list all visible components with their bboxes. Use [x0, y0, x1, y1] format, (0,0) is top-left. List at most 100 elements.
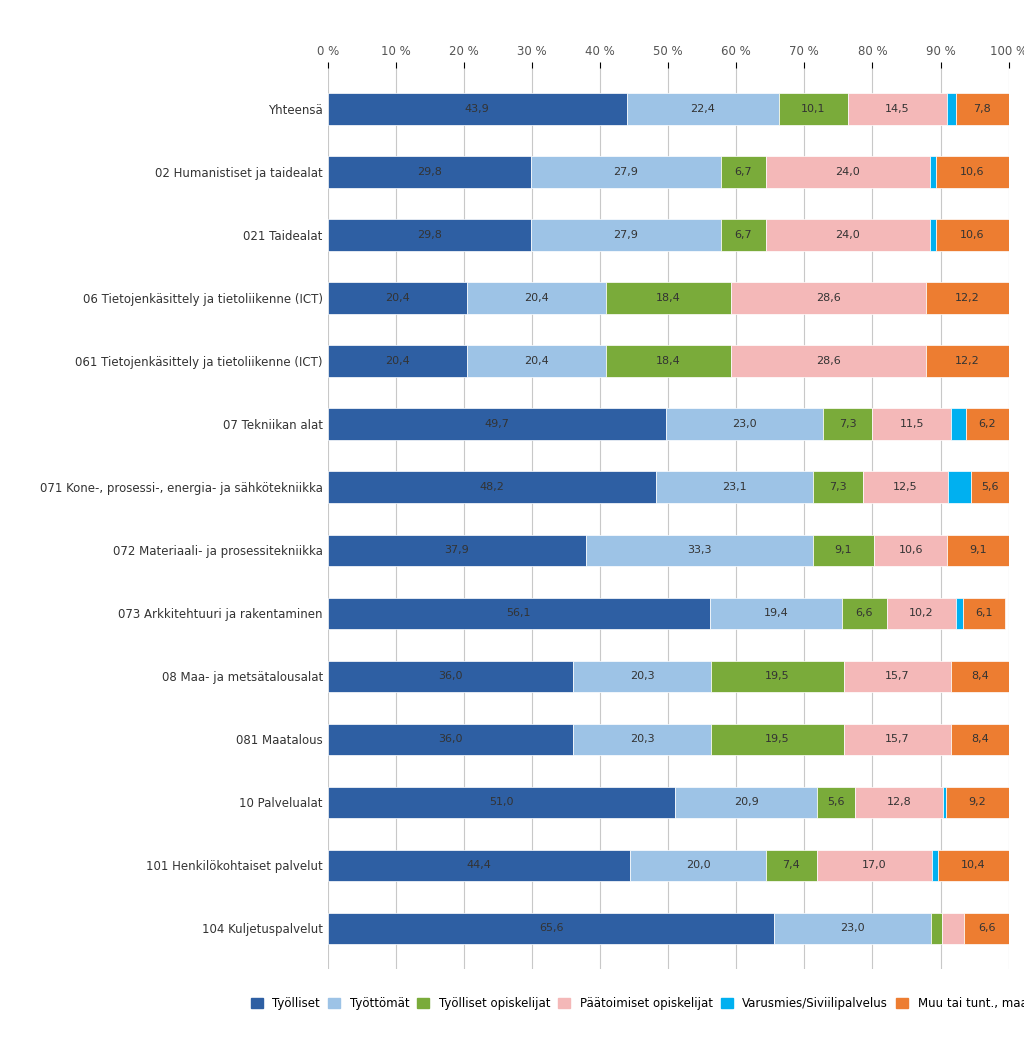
Text: 12,2: 12,2 [954, 356, 980, 366]
Bar [816, 850, 933, 881]
Text: 24,0: 24,0 [836, 167, 860, 177]
Bar [956, 597, 963, 629]
Bar [328, 282, 467, 314]
Text: 37,9: 37,9 [444, 545, 469, 555]
Bar [937, 156, 1009, 188]
Text: 28,6: 28,6 [816, 356, 841, 366]
Text: 6,1: 6,1 [975, 608, 992, 618]
Text: 36,0: 36,0 [438, 735, 463, 744]
Bar [813, 472, 863, 503]
Text: 36,0: 36,0 [438, 672, 463, 681]
Bar [605, 346, 731, 377]
Bar [948, 472, 971, 503]
Text: 7,8: 7,8 [973, 104, 991, 114]
Bar [721, 219, 766, 250]
Text: 10,6: 10,6 [961, 231, 985, 240]
Bar [328, 93, 627, 125]
Bar [328, 913, 774, 944]
Text: 10,4: 10,4 [961, 860, 985, 871]
Text: 23,0: 23,0 [841, 923, 865, 934]
Text: 14,5: 14,5 [885, 104, 909, 114]
Bar [950, 409, 967, 440]
Bar [946, 787, 1009, 818]
Bar [951, 723, 1009, 756]
Bar [955, 93, 1009, 125]
Text: 12,5: 12,5 [893, 482, 918, 493]
Bar [328, 346, 467, 377]
Text: 5,6: 5,6 [827, 798, 845, 807]
Text: 6,2: 6,2 [979, 419, 996, 430]
Text: 23,1: 23,1 [722, 482, 746, 493]
Text: 10,1: 10,1 [802, 104, 825, 114]
Text: 33,3: 33,3 [687, 545, 712, 555]
Text: 23,0: 23,0 [732, 419, 757, 430]
Text: 27,9: 27,9 [613, 231, 638, 240]
Bar [933, 850, 938, 881]
Text: 12,8: 12,8 [887, 798, 911, 807]
Text: 6,6: 6,6 [978, 923, 995, 934]
Bar [965, 913, 1010, 944]
Bar [328, 156, 530, 188]
Text: 20,0: 20,0 [686, 860, 711, 871]
Legend: Työlliset, Työttömät, Työlliset opiskelijat, Päätoimiset opiskelijat, Varusmies/: Työlliset, Työttömät, Työlliset opiskeli… [248, 994, 1024, 1013]
Bar [711, 660, 844, 692]
Bar [887, 597, 956, 629]
Text: 8,4: 8,4 [971, 672, 989, 681]
Text: 19,4: 19,4 [763, 608, 788, 618]
Bar [848, 93, 946, 125]
Bar [766, 156, 930, 188]
Text: 9,1: 9,1 [835, 545, 852, 555]
Bar [605, 282, 731, 314]
Text: 7,3: 7,3 [829, 482, 847, 493]
Text: 29,8: 29,8 [417, 231, 441, 240]
Bar [930, 219, 937, 250]
Bar [946, 93, 955, 125]
Bar [627, 93, 779, 125]
Bar [328, 472, 656, 503]
Text: 18,4: 18,4 [655, 293, 681, 303]
Bar [572, 660, 711, 692]
Text: 8,4: 8,4 [971, 735, 989, 744]
Bar [328, 660, 572, 692]
Bar [630, 850, 766, 881]
Bar [731, 282, 926, 314]
Bar [328, 597, 710, 629]
Bar [942, 913, 965, 944]
Text: 43,9: 43,9 [465, 104, 489, 114]
Bar [967, 409, 1009, 440]
Text: 17,0: 17,0 [862, 860, 887, 871]
Text: 9,2: 9,2 [969, 798, 986, 807]
Text: 44,4: 44,4 [466, 860, 492, 871]
Text: 24,0: 24,0 [836, 231, 860, 240]
Bar [938, 850, 1009, 881]
Text: 20,4: 20,4 [523, 356, 549, 366]
Bar [766, 850, 816, 881]
Bar [863, 472, 948, 503]
Text: 6,7: 6,7 [734, 231, 753, 240]
Text: 10,6: 10,6 [898, 545, 923, 555]
Bar [328, 850, 630, 881]
Bar [710, 597, 842, 629]
Text: 49,7: 49,7 [484, 419, 509, 430]
Text: 9,1: 9,1 [969, 545, 986, 555]
Bar [328, 219, 530, 250]
Bar [842, 597, 887, 629]
Text: 20,9: 20,9 [734, 798, 759, 807]
Text: 18,4: 18,4 [655, 356, 681, 366]
Text: 6,6: 6,6 [855, 608, 873, 618]
Bar [586, 534, 812, 566]
Text: 20,3: 20,3 [630, 672, 654, 681]
Text: 20,4: 20,4 [385, 356, 410, 366]
Bar [971, 472, 1009, 503]
Bar [667, 409, 822, 440]
Text: 48,2: 48,2 [479, 482, 504, 493]
Bar [572, 723, 711, 756]
Bar [675, 787, 817, 818]
Bar [711, 723, 844, 756]
Bar [328, 723, 572, 756]
Bar [963, 597, 1005, 629]
Bar [328, 787, 675, 818]
Text: 7,4: 7,4 [782, 860, 801, 871]
Bar [931, 913, 942, 944]
Bar [656, 472, 813, 503]
